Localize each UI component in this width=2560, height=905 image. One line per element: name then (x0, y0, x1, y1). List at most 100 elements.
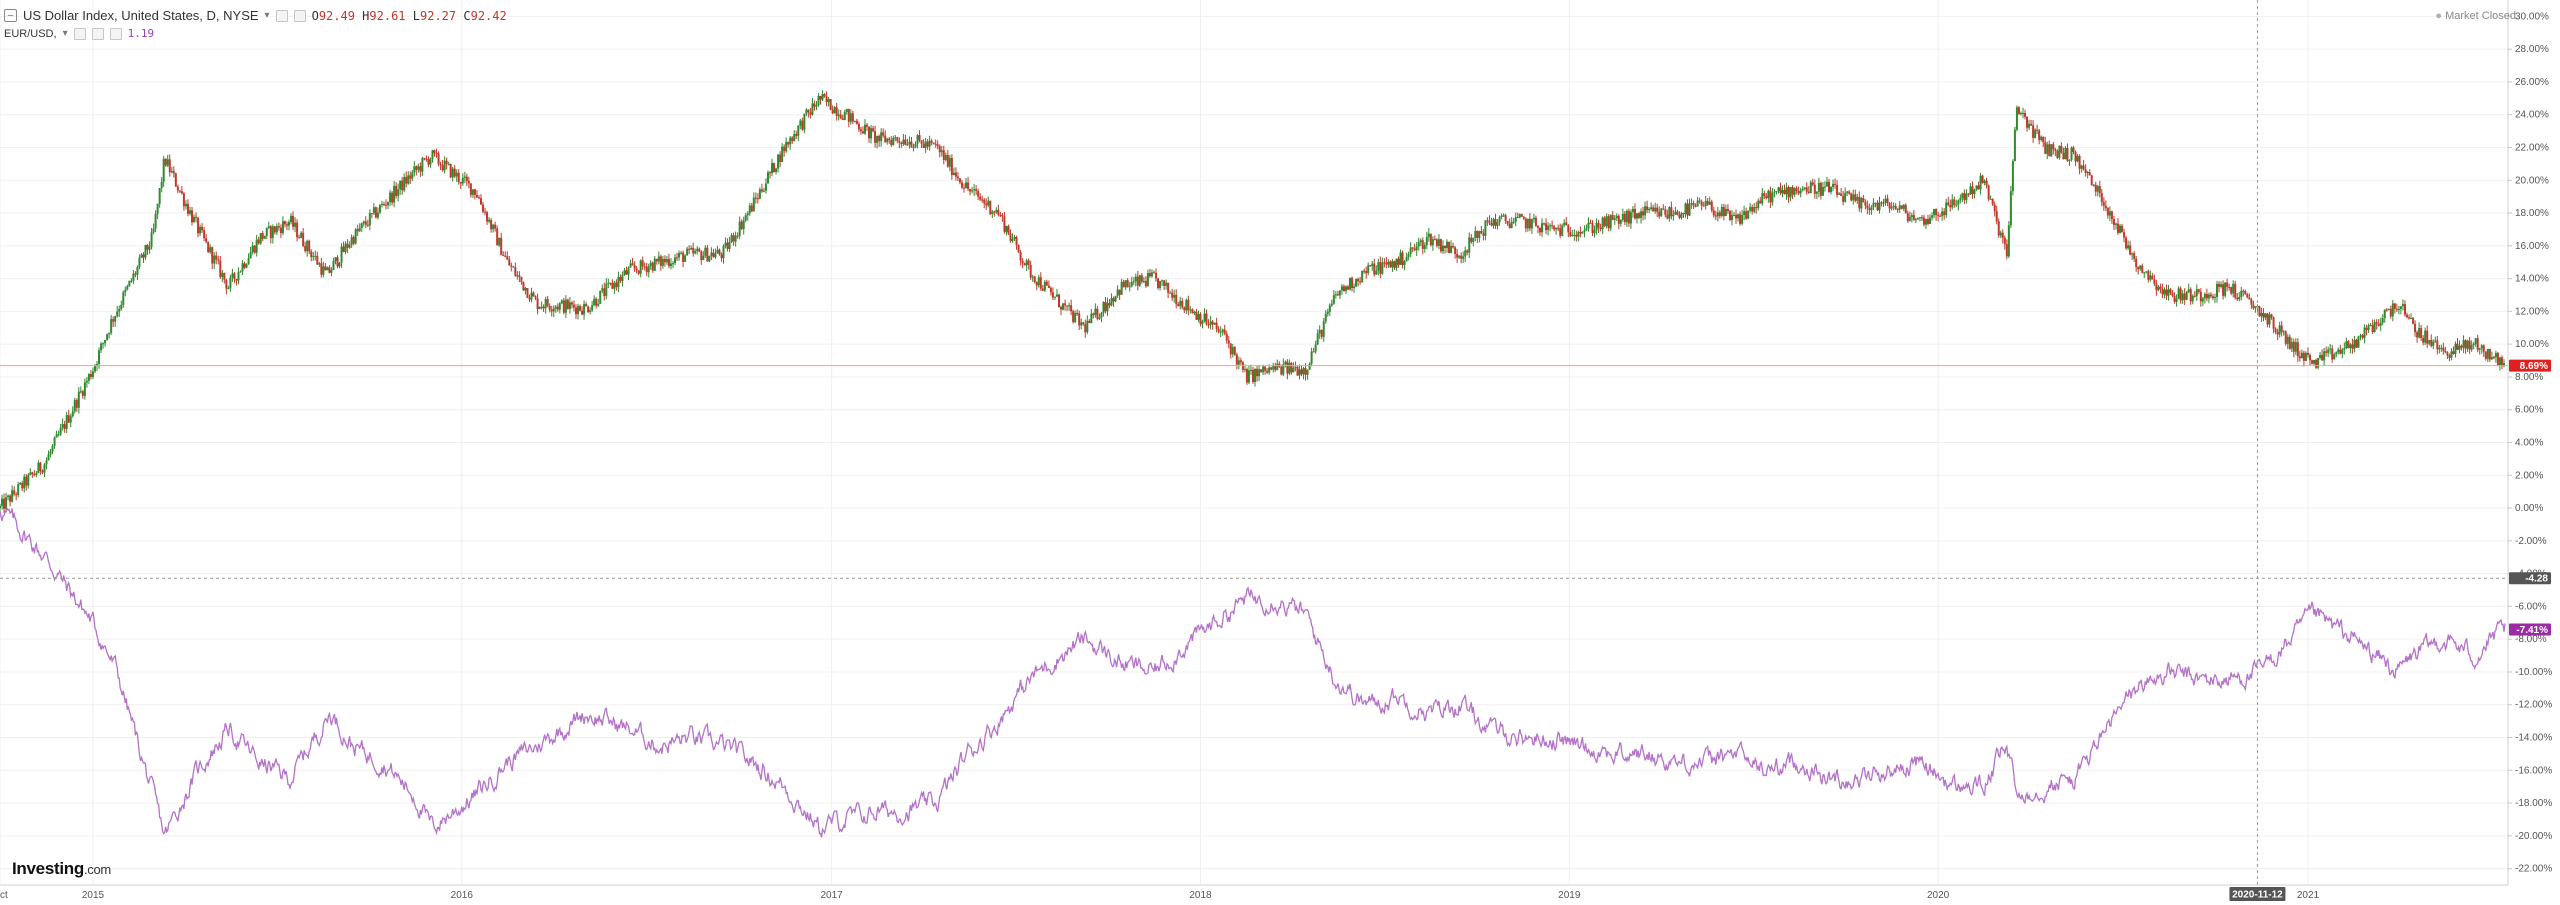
candle-body (663, 258, 666, 263)
candle-body (1399, 252, 1402, 265)
candle-body (2005, 244, 2008, 257)
plot-area[interactable] (0, 0, 2508, 885)
candle-body (1173, 294, 1176, 298)
candle-body (1611, 214, 1614, 220)
candle-body (1446, 241, 1449, 248)
candle-body (150, 232, 153, 247)
candle-body (1064, 303, 1067, 306)
candle-body (1468, 237, 1471, 253)
candle-body (2474, 338, 2477, 344)
candle-body (1484, 220, 1487, 236)
candle-body (682, 252, 685, 262)
candle-body (338, 262, 341, 267)
candle-body (2300, 352, 2303, 359)
candle-body (1635, 213, 1638, 219)
candle-body (2325, 351, 2328, 353)
candle-body (1205, 313, 1208, 325)
candle-body (2082, 165, 2085, 170)
chevron-down-icon[interactable]: ▾ (264, 10, 270, 21)
candle-body (1714, 215, 1717, 217)
candle-body (1623, 213, 1626, 223)
candle-body (1830, 186, 1833, 193)
candle-body (1536, 225, 1539, 228)
candle-body (1696, 200, 1699, 207)
candle-body (2450, 351, 2453, 358)
candle-body (2490, 357, 2493, 360)
candle-body (1975, 185, 1978, 190)
settings-icon[interactable] (275, 9, 288, 22)
candle-body (2385, 309, 2388, 311)
candle-body (861, 131, 864, 134)
candle-body (2371, 324, 2374, 333)
candle-body (657, 256, 660, 262)
candle-body (944, 155, 947, 161)
candle-body (2381, 318, 2384, 323)
candle-body (1648, 208, 1651, 211)
candle-body (330, 269, 333, 273)
candle-body (1490, 223, 1493, 226)
candle-body (2074, 151, 2077, 162)
candle-body (1189, 309, 1192, 311)
candle-body (2304, 352, 2307, 361)
candle-body (1161, 280, 1164, 282)
candle-body (910, 141, 913, 148)
candle-body (700, 251, 703, 261)
candle-body (1466, 250, 1469, 253)
candle-body (2013, 129, 2016, 162)
candle-body (1150, 272, 1153, 277)
candle-body (819, 95, 822, 100)
collapse-icon[interactable]: – (4, 9, 17, 22)
candle-body (2205, 294, 2208, 299)
candle-body (797, 125, 800, 136)
candle-body (435, 153, 438, 155)
candle-body (738, 221, 741, 237)
candle-body (896, 137, 899, 141)
candle-body (1252, 369, 1255, 383)
candle-body (2424, 330, 2427, 343)
candle-body (2159, 286, 2162, 290)
chevron-down-icon[interactable]: ▾ (62, 28, 68, 39)
candle-body (847, 108, 850, 122)
candle-body (2052, 144, 2055, 150)
candle-body (1615, 215, 1618, 219)
candle-body (1015, 236, 1018, 245)
settings-icon[interactable] (73, 27, 86, 40)
candle-body (1247, 370, 1250, 383)
visibility-icon[interactable] (91, 27, 104, 40)
candle-body (2040, 136, 2043, 140)
candle-body (1931, 215, 1934, 218)
candle-body (1506, 220, 1509, 224)
candle-body (1086, 320, 1089, 333)
candle-body (1589, 222, 1592, 224)
candle-body (380, 204, 383, 206)
candle-body (2094, 184, 2097, 192)
candle-body (344, 243, 347, 252)
candle-body (65, 415, 68, 429)
candle-body (2276, 331, 2279, 335)
candle-body (1730, 215, 1733, 220)
candle-body (259, 233, 262, 244)
candle-body (1621, 213, 1624, 220)
visibility-icon[interactable] (293, 9, 306, 22)
candle-body (229, 277, 232, 289)
candle-body (1995, 211, 1998, 222)
candle-body (172, 171, 175, 174)
candle-body (1346, 286, 1349, 290)
candle-body (581, 310, 584, 315)
candle-body (1199, 313, 1202, 324)
candle-body (223, 272, 226, 280)
candle-body (775, 168, 778, 173)
candle-body (2313, 359, 2316, 364)
candle-body (530, 292, 533, 300)
candle-body (2310, 360, 2313, 364)
candle-body (267, 226, 270, 228)
candle-body (2137, 267, 2140, 270)
grid (0, 0, 2508, 885)
candle-body (1878, 202, 1881, 211)
close-icon[interactable] (109, 27, 122, 40)
candle-body (783, 146, 786, 152)
candle-body (2496, 352, 2499, 366)
candle-body (382, 204, 385, 206)
candle-body (1033, 276, 1036, 283)
